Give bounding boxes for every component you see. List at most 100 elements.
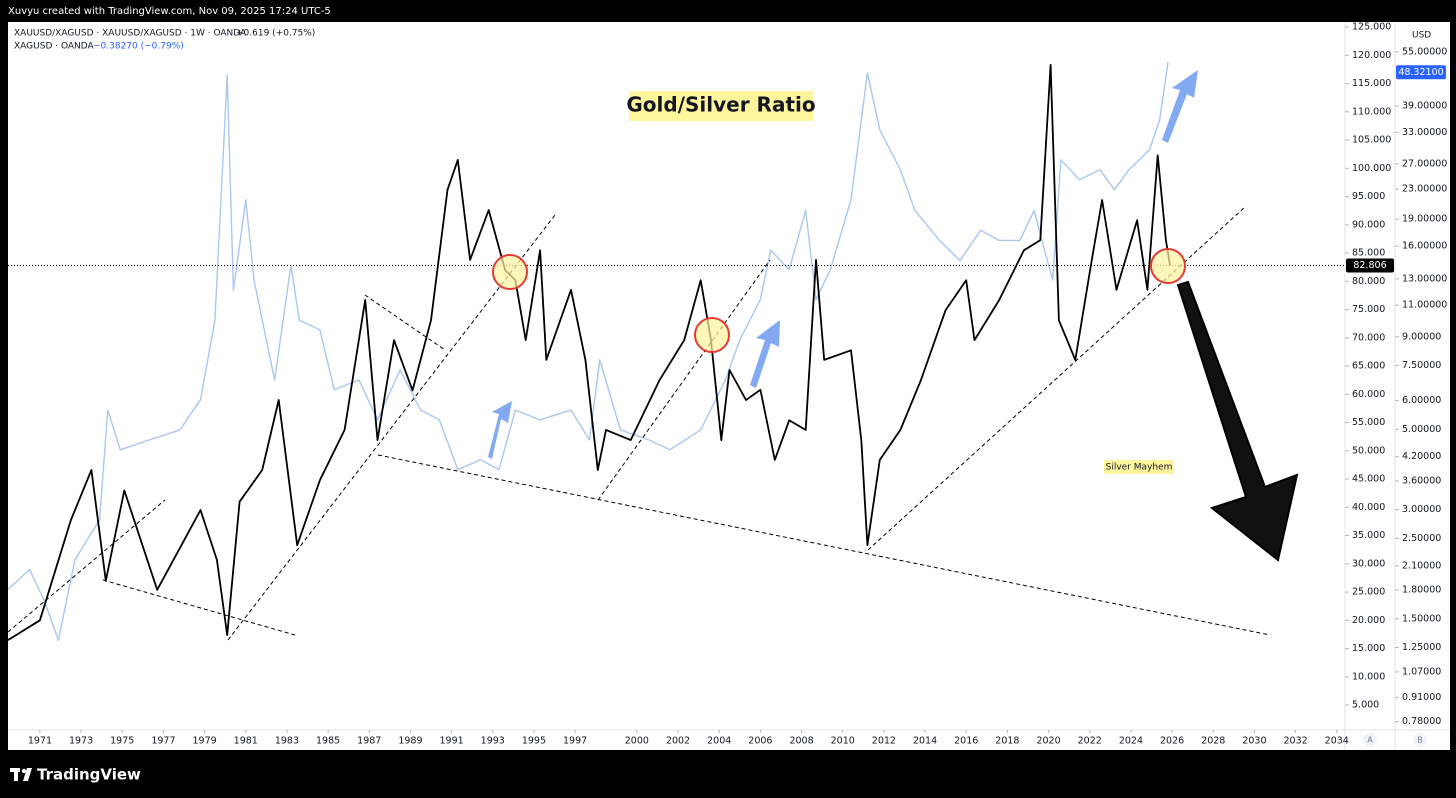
x-tick-label: 2026: [1160, 736, 1184, 747]
y-tick-label: 80.000: [1352, 276, 1385, 287]
x-tick-label: 1991: [440, 736, 464, 747]
last-value-label: 82.806: [1353, 260, 1386, 271]
last-value-badge: [1346, 258, 1394, 273]
y2-tick-label: 1.25000: [1402, 642, 1441, 653]
y2-tick-label: 2.10000: [1402, 560, 1441, 571]
y2-tick-label: 27.00000: [1402, 158, 1447, 169]
x-tick-label: 1989: [398, 736, 422, 747]
title-box: [629, 91, 813, 121]
y2-tick-label: 4.20000: [1402, 451, 1441, 462]
y-tick-label: 100.000: [1352, 163, 1391, 174]
trendline: [227, 214, 556, 641]
y2-tick-label: 16.00000: [1402, 241, 1447, 252]
y-tick-label: 20.000: [1352, 615, 1385, 626]
x-tick-label: 2024: [1119, 736, 1143, 747]
x-tick-label: 1997: [563, 736, 587, 747]
y-tick-label: 15.000: [1352, 643, 1385, 654]
y2-tick-label: 1.80000: [1402, 585, 1441, 596]
x-tick-label: 2034: [1325, 736, 1349, 747]
trendline: [102, 579, 296, 636]
x-tick-label: 2028: [1201, 736, 1225, 747]
y2-tick-label: 55.00000: [1402, 46, 1447, 57]
scale-button[interactable]: [1363, 733, 1377, 747]
y2-tick-label: 1.50000: [1402, 613, 1441, 624]
y-tick-label: 70.000: [1352, 332, 1385, 343]
arrow: [750, 320, 780, 388]
legend-name: XAUUSD/XAGUSD · XAUUSD/XAGUSD · 1W · OAN…: [14, 29, 247, 39]
y-tick-label: 90.000: [1352, 219, 1385, 230]
x-tick-label: 1995: [522, 736, 546, 747]
markers: [488, 70, 1299, 562]
x-tick-label: 1977: [151, 736, 175, 747]
y-tick-label: 105.000: [1352, 135, 1391, 146]
y-tick-label: 115.000: [1352, 78, 1391, 89]
series-line: [8, 64, 1171, 641]
y-tick-label: 125.000: [1352, 22, 1391, 33]
y2-tick-label: 7.50000: [1402, 360, 1441, 371]
x-tick-label: 1979: [192, 736, 216, 747]
plot: [8, 61, 1171, 641]
y-tick-label: 5.000: [1352, 700, 1379, 711]
last-value-badge: [1396, 65, 1446, 80]
y2-tick-label: 13.00000: [1402, 273, 1447, 284]
y-tick-label: 25.000: [1352, 587, 1385, 598]
y-tick-label: 85.000: [1352, 248, 1385, 259]
logo-mark: [23, 768, 32, 781]
trendline: [7, 499, 166, 633]
y-tick-label: 55.000: [1352, 417, 1385, 428]
y2-tick-label: 0.78000: [1402, 716, 1441, 727]
highlight-circle: [1150, 248, 1186, 284]
last-value-label: 48.32100: [1398, 67, 1443, 78]
y2-tick-label: 2.50000: [1402, 533, 1441, 544]
series-line: [8, 61, 1169, 641]
y2-tick-label: 3.00000: [1402, 504, 1441, 515]
y2-tick-label: 19.00000: [1402, 214, 1447, 225]
x-tick-label: 2014: [913, 736, 937, 747]
scale-button-label[interactable]: A: [1367, 736, 1373, 745]
x-tick-label: 2000: [625, 736, 649, 747]
y-tick-label: 120.000: [1352, 50, 1391, 61]
y-tick-label: 35.000: [1352, 530, 1385, 541]
highlight-circle: [694, 317, 730, 353]
y-tick-label: 30.000: [1352, 558, 1385, 569]
scale-button[interactable]: [1413, 733, 1427, 747]
x-tick-label: 2032: [1284, 736, 1308, 747]
y-tick-label: 50.000: [1352, 445, 1385, 456]
chart-title: Gold/Silver Ratio: [626, 93, 815, 117]
y2-tick-label: 33.00000: [1402, 127, 1447, 138]
trendline: [377, 454, 1271, 636]
x-tick-label: 2030: [1242, 736, 1266, 747]
header: Xuvyu created with TradingView.com, Nov …: [8, 6, 331, 17]
x-tick-label: 1985: [316, 736, 340, 747]
x-tick-label: 1981: [234, 736, 258, 747]
annotation-box: [1104, 460, 1174, 474]
logo-mark: [14, 768, 18, 781]
y2-tick-label: 9.00000: [1402, 331, 1441, 342]
y-tick-label: 75.000: [1352, 304, 1385, 315]
x-tick-label: 1987: [357, 736, 381, 747]
x-tick-label: 1983: [275, 736, 299, 747]
logo-mark: [21, 768, 27, 774]
y-tick-label: 110.000: [1352, 106, 1391, 117]
trendlines: [7, 206, 1271, 641]
x-tick-label: 1975: [110, 736, 134, 747]
legend-name: XAGUSD · OANDA: [14, 42, 95, 52]
y-tick-label: 40.000: [1352, 502, 1385, 513]
y-tick-label: 60.000: [1352, 389, 1385, 400]
axis-unit: USD: [1412, 31, 1431, 41]
y-tick-label: 10.000: [1352, 671, 1385, 682]
scale-button-label[interactable]: B: [1417, 736, 1423, 745]
x-tick-label: 2006: [748, 736, 772, 747]
x-tick-label: 2008: [789, 736, 813, 747]
x-tick-label: 1993: [481, 736, 505, 747]
brand: TradingView: [37, 766, 141, 784]
x-tick-label: 2004: [707, 736, 731, 747]
highlight-circle: [492, 254, 528, 290]
x-tick-label: 2012: [872, 736, 896, 747]
x-tick-label: 2022: [1078, 736, 1102, 747]
x-tick-label: 2002: [666, 736, 690, 747]
annotation: Silver Mayhem: [1106, 463, 1173, 473]
trendline: [364, 294, 446, 351]
y-tick-label: 95.000: [1352, 191, 1385, 202]
